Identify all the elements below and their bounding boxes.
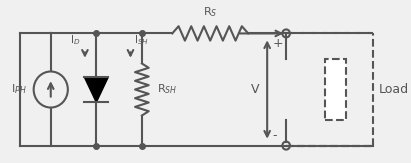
Text: -: -	[273, 129, 277, 142]
Text: V: V	[251, 83, 260, 96]
FancyBboxPatch shape	[325, 59, 346, 119]
Polygon shape	[84, 77, 109, 102]
Text: I$_{SH}$: I$_{SH}$	[134, 34, 149, 47]
Text: +: +	[273, 37, 284, 50]
Text: Load: Load	[379, 83, 409, 96]
Text: R$_{SH}$: R$_{SH}$	[157, 83, 178, 96]
Text: R$_S$: R$_S$	[203, 6, 217, 19]
Text: I$_{PH}$: I$_{PH}$	[11, 83, 26, 96]
Text: I$_D$: I$_D$	[70, 34, 81, 47]
